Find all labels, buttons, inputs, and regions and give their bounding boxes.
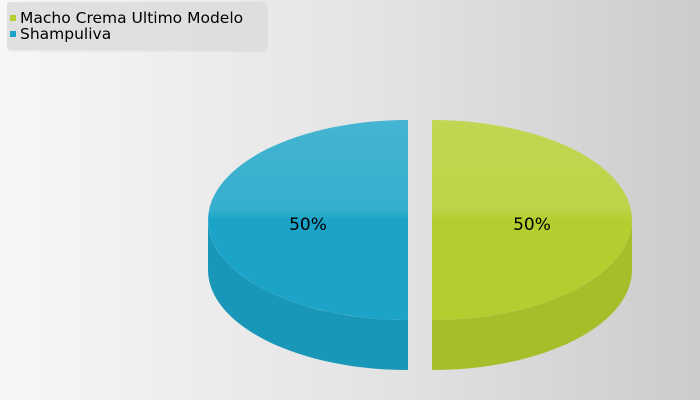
data-label-macho-crema-ultimo-modelo: 50% — [513, 215, 551, 235]
pie-slice-gloss — [432, 120, 632, 320]
data-label-shampuliva: 50% — [289, 215, 327, 235]
legend: Macho Crema Ultimo Modelo Shampuliva — [7, 2, 266, 50]
pie-slice-gloss — [208, 120, 408, 320]
legend-swatch-shampuliva — [10, 31, 16, 37]
legend-label-shampuliva: Shampuliva — [20, 25, 112, 43]
pie-slice-side — [208, 220, 408, 370]
legend-swatch-macho-crema — [10, 15, 16, 21]
pie-slice-side — [432, 220, 632, 370]
legend-item-shampuliva[interactable]: Shampuliva — [10, 25, 111, 43]
legend-item-macho-crema[interactable]: Macho Crema Ultimo Modelo — [10, 9, 243, 27]
pie-slice-shampuliva[interactable] — [208, 120, 408, 370]
pie-slice-macho-crema-ultimo-modelo[interactable] — [432, 120, 632, 370]
legend-label-macho-crema: Macho Crema Ultimo Modelo — [20, 9, 244, 27]
